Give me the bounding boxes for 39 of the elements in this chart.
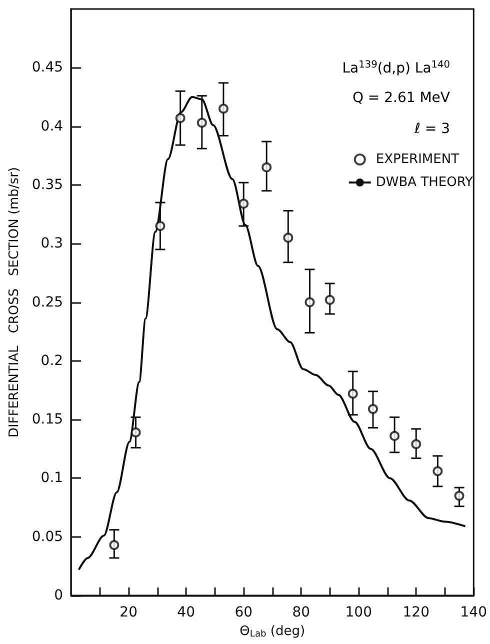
point bbox=[155, 221, 166, 232]
point bbox=[196, 118, 207, 128]
y-tick-label: 0.3 bbox=[40, 236, 64, 252]
point bbox=[368, 404, 378, 414]
y-tick-label: 0.25 bbox=[32, 294, 64, 310]
point bbox=[283, 232, 294, 243]
y-tick-label: 0.2 bbox=[40, 352, 64, 369]
y-tick-label: 0.45 bbox=[32, 60, 64, 76]
y-tick-label: 0 bbox=[54, 588, 64, 604]
point bbox=[432, 466, 443, 476]
point bbox=[454, 490, 464, 501]
point bbox=[109, 540, 120, 550]
x-tick-label: 120 bbox=[402, 604, 430, 620]
x-tick-label: 80 bbox=[292, 604, 310, 620]
legend-label: EXPERIMENT bbox=[376, 152, 460, 167]
x-tick-label: 40 bbox=[177, 604, 196, 620]
y-tick-label: 0.05 bbox=[32, 528, 64, 545]
y-axis-title: DIFFERENTIAL CROSS SECTION (mb/sr) bbox=[7, 167, 22, 438]
y-tick-label: 0.1 bbox=[40, 470, 64, 486]
annotation: Q = 2.61 MeV bbox=[352, 90, 450, 106]
x-tick-label: 60 bbox=[234, 604, 253, 620]
x-tick-label: 20 bbox=[120, 604, 138, 620]
x-tick-label: 100 bbox=[345, 604, 372, 620]
point bbox=[130, 427, 141, 438]
legend-label: DWBA THEORY bbox=[376, 175, 474, 190]
y-tick-label: 0.15 bbox=[32, 412, 64, 428]
point bbox=[175, 113, 186, 124]
point bbox=[238, 198, 249, 209]
point bbox=[218, 104, 228, 114]
point bbox=[390, 430, 400, 441]
y-tick-label: 0.35 bbox=[32, 176, 64, 193]
point bbox=[348, 388, 358, 399]
point bbox=[411, 439, 422, 450]
point bbox=[304, 297, 315, 308]
y-tick-label: 0.4 bbox=[40, 118, 64, 134]
point bbox=[324, 294, 335, 305]
x-tick-label: 140 bbox=[460, 604, 488, 620]
point bbox=[262, 162, 272, 172]
annotation: ℓ = 3 bbox=[414, 121, 450, 137]
